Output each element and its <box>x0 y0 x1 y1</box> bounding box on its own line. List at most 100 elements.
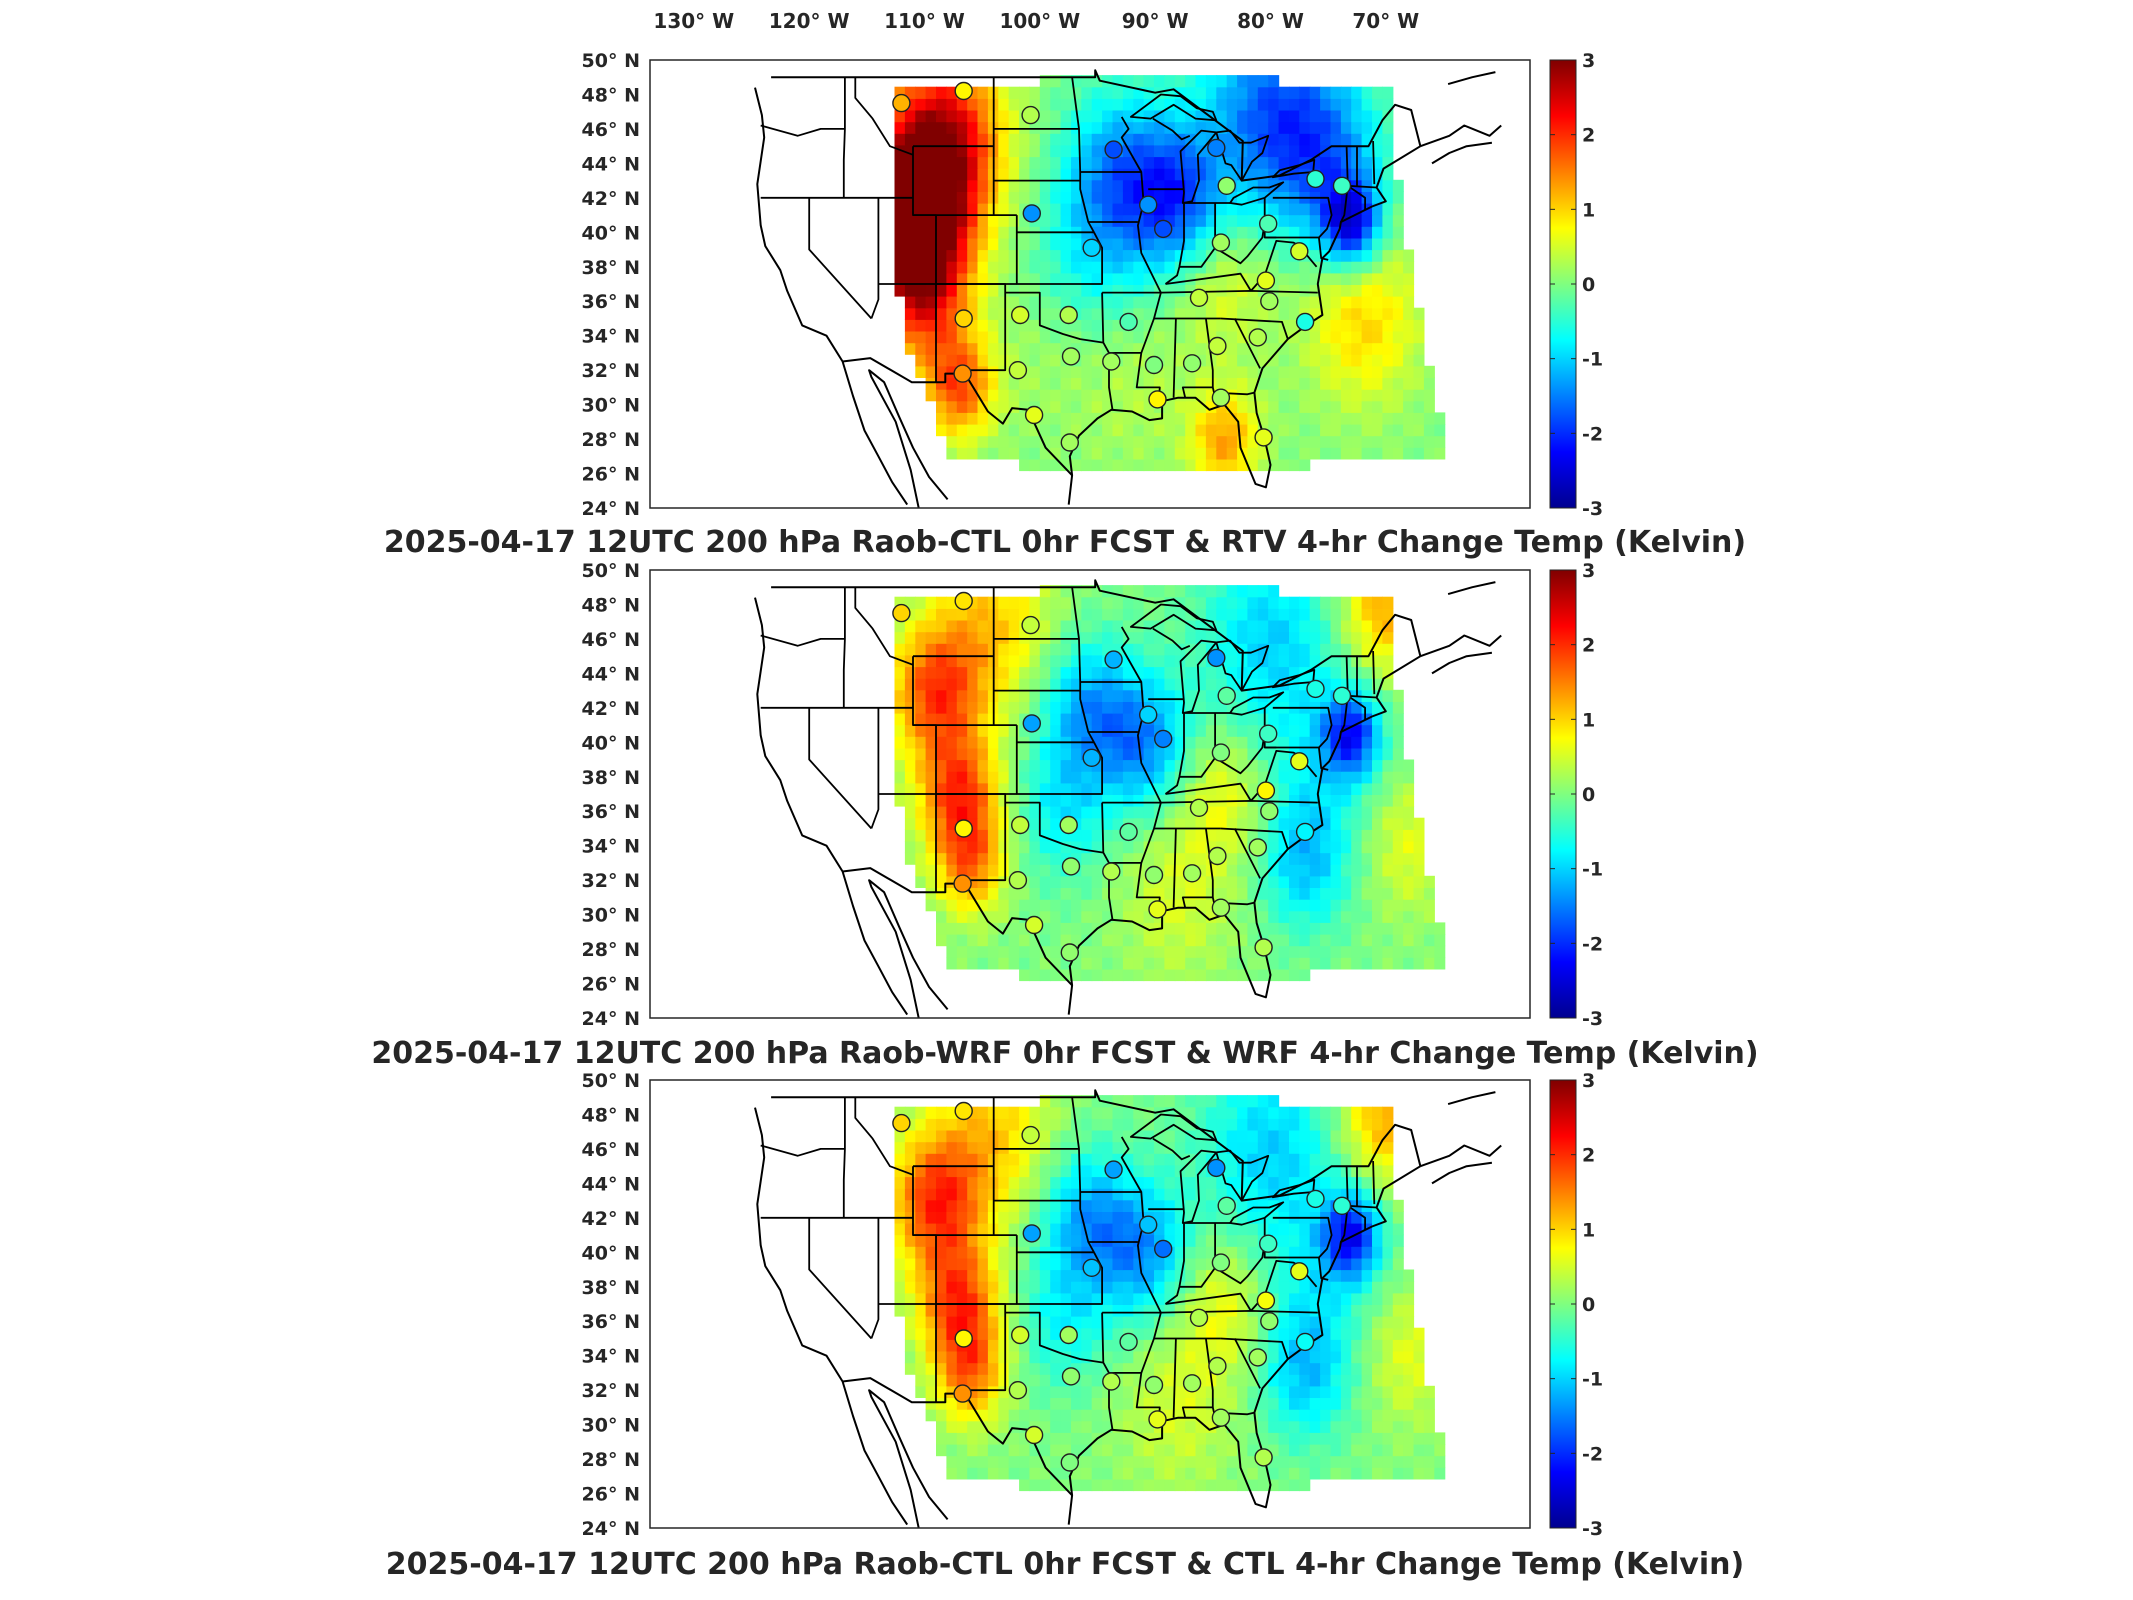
latitude-tick-label: 46° N <box>582 629 640 651</box>
latitude-tick-label: 24° N <box>582 498 640 520</box>
station-marker <box>1189 798 1209 817</box>
station-marker <box>1254 938 1273 957</box>
latitude-tick-label: 46° N <box>582 119 640 141</box>
station-marker <box>1290 1262 1309 1281</box>
station-marker <box>1008 361 1028 380</box>
station-marker <box>1290 752 1309 771</box>
station-marker <box>1104 140 1123 159</box>
latitude-tick-label: 36° N <box>582 801 640 823</box>
latitude-tick-label: 50° N <box>582 1070 640 1092</box>
latitude-tick-label: 42° N <box>582 1208 640 1230</box>
station-marker <box>1256 1291 1276 1310</box>
latitude-tick-label: 32° N <box>582 1380 640 1402</box>
colorbar-tick-label: -2 <box>1582 933 1603 955</box>
station-marker <box>1258 1234 1278 1253</box>
station-marker <box>1144 355 1164 375</box>
raob-stations <box>892 1101 1352 1472</box>
station-marker <box>1082 748 1101 767</box>
colorbar-tick-label: 2 <box>1582 125 1595 147</box>
temperature-field <box>894 1095 1446 1492</box>
station-marker <box>1008 1380 1028 1400</box>
colorbar-tick-label: 3 <box>1582 560 1595 582</box>
latitude-tick-label: 26° N <box>582 1484 640 1506</box>
longitude-tick-label: 80° W <box>1237 9 1304 33</box>
latitude-tick-label: 38° N <box>582 1277 640 1299</box>
station-marker <box>1148 900 1167 919</box>
station-marker <box>954 591 973 611</box>
station-marker <box>1059 305 1078 325</box>
station-marker <box>954 819 973 838</box>
station-marker <box>1119 822 1138 842</box>
station-marker <box>1254 428 1273 447</box>
station-marker <box>1138 705 1158 724</box>
station-marker <box>1207 1158 1226 1178</box>
station-marker <box>1211 1253 1231 1272</box>
station-marker <box>1207 138 1226 158</box>
longitude-labels: 130° W 120° W 110° W 100° W 90° W 80° W 70° W <box>653 9 1419 33</box>
colorbar-tick-label: -3 <box>1582 1518 1603 1540</box>
station-marker <box>1208 336 1227 356</box>
station-marker <box>1024 1425 1044 1445</box>
station-marker <box>1260 1311 1279 1331</box>
raob-stations <box>892 591 1352 962</box>
station-marker <box>1248 328 1268 347</box>
colorbar-tick-label: -3 <box>1582 1008 1603 1030</box>
station-marker <box>1138 1215 1158 1234</box>
colorbar-tick-label: 2 <box>1582 1145 1595 1167</box>
colorbar-tick-label: -2 <box>1582 1443 1603 1465</box>
colorbar-tick-label: 2 <box>1582 635 1595 657</box>
station-marker <box>954 1329 973 1348</box>
station-marker <box>1248 838 1268 857</box>
station-marker <box>1258 214 1278 233</box>
latitude-tick-label: 44° N <box>582 1173 640 1195</box>
station-marker <box>953 1384 972 1403</box>
latitude-tick-label: 30° N <box>582 395 640 417</box>
latitude-tick-label: 34° N <box>582 1346 640 1368</box>
latitude-tick-label: 34° N <box>582 326 640 348</box>
station-marker <box>1082 238 1101 258</box>
latitude-tick-label: 48° N <box>582 595 640 617</box>
station-marker <box>1153 219 1173 239</box>
station-marker <box>1061 857 1081 876</box>
station-marker <box>1144 1375 1164 1395</box>
station-marker <box>1211 1408 1231 1427</box>
colorbar-tick-label: -1 <box>1582 1369 1603 1391</box>
station-marker <box>1306 169 1325 189</box>
station-marker <box>1022 714 1042 733</box>
colorbar-tick-label: -2 <box>1582 423 1603 445</box>
latitude-tick-label: 50° N <box>582 50 640 72</box>
panel-title-3: 2025-04-17 12UTC 200 hPa Raob-CTL 0hr FC… <box>386 1547 1744 1582</box>
colorbar-tick-label: 1 <box>1582 709 1595 731</box>
colorbar-tick-label: -1 <box>1582 859 1603 881</box>
longitude-tick-label: 120° W <box>769 9 850 33</box>
station-marker <box>1144 865 1164 885</box>
station-marker <box>892 1113 911 1133</box>
colorbar-tick-label: 0 <box>1582 1294 1595 1316</box>
latitude-tick-label: 28° N <box>582 939 640 961</box>
colorbar-tick-label: 3 <box>1582 50 1595 72</box>
station-marker <box>1011 815 1030 835</box>
station-marker <box>1061 1367 1081 1386</box>
latitude-tick-label: 28° N <box>582 1449 640 1471</box>
station-marker <box>1102 352 1121 371</box>
station-marker <box>1138 195 1158 214</box>
station-marker <box>1258 724 1278 743</box>
latitude-tick-label: 24° N <box>582 1008 640 1030</box>
colorbar-tick-label: -1 <box>1582 349 1603 371</box>
station-marker <box>1256 271 1276 290</box>
geographic-boundaries <box>754 69 1502 508</box>
station-marker <box>1295 822 1315 842</box>
latitude-tick-label: 36° N <box>582 291 640 313</box>
latitude-tick-label: 38° N <box>582 767 640 789</box>
station-marker <box>1024 915 1044 935</box>
latitude-tick-label: 28° N <box>582 429 640 451</box>
station-marker <box>1207 648 1226 668</box>
map-panel-raob-ctl-ctl: 50° N 48° N 46° N 44° N 42° N 40° N 38° N 36° N… <box>582 1070 1604 1540</box>
station-marker <box>954 81 973 101</box>
station-marker <box>1208 846 1227 866</box>
station-marker <box>1102 862 1121 881</box>
latitude-tick-label: 48° N <box>582 85 640 107</box>
station-marker <box>1332 1196 1352 1216</box>
station-marker <box>1306 679 1325 699</box>
station-marker <box>1060 1453 1080 1472</box>
